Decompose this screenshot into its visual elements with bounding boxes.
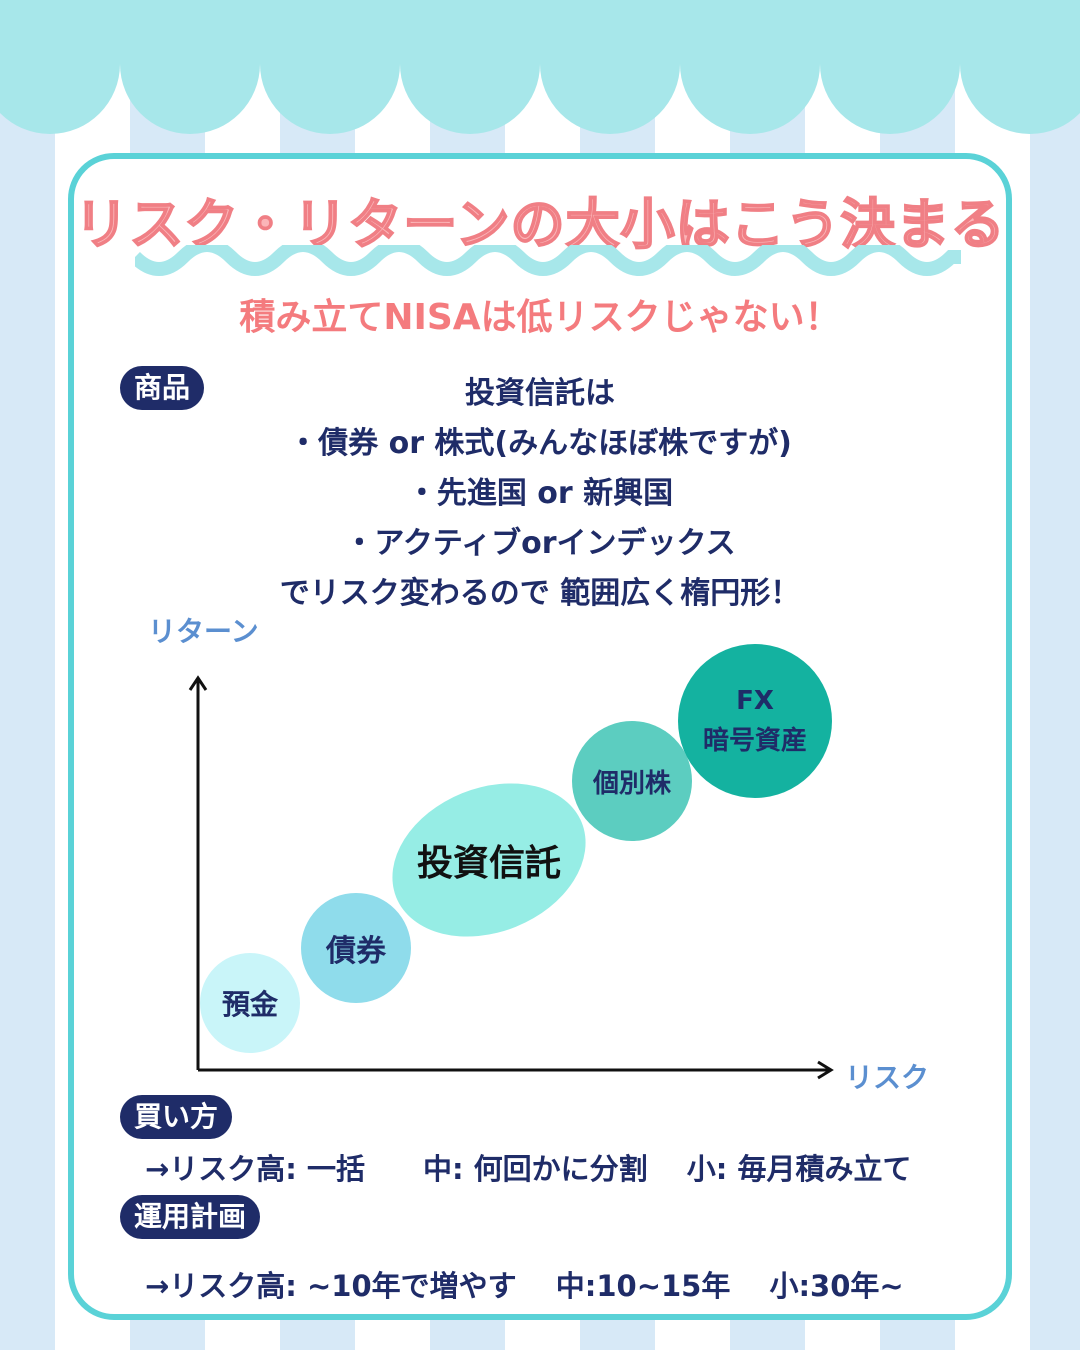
x-axis-label: リスク <box>845 1061 930 1094</box>
plan-tag: 運用計画 <box>120 1195 261 1239</box>
buying-tag: 買い方 <box>120 1095 233 1139</box>
wave-divider <box>135 245 961 276</box>
bubble-label: 債券 <box>326 934 386 969</box>
x-axis <box>198 1060 834 1080</box>
product-line: でリスク変わるので 範囲広く楕円形！ <box>279 576 801 611</box>
bubble-label: FX <box>736 686 774 716</box>
bubble-label: 預金 <box>221 988 278 1021</box>
bubble-label: 個別株 <box>592 768 671 799</box>
subtitle: 積み立てNISAは低リスクじゃない！ <box>239 297 841 338</box>
buying-text: →リスク高: 一括 中: 何回かに分割 小: 毎月積み立て <box>145 1152 912 1186</box>
bubble-fx-crypto: FX 暗号資産 <box>678 644 832 798</box>
bubble-label: 投資信託 <box>416 843 562 885</box>
product-tag: 商品 <box>120 366 205 410</box>
plan-text: →リスク高: ~10年で増やす 中:10~15年 小:30年~ <box>145 1269 904 1303</box>
y-axis <box>188 675 208 1070</box>
bubble-individual-stocks: 個別株 <box>572 721 692 841</box>
bubble-bonds: 債券 <box>301 893 411 1003</box>
product-line: 投資信託は <box>465 376 615 411</box>
bubble-deposit: 預金 <box>200 953 300 1053</box>
bubble-label: 暗号資産 <box>702 726 807 756</box>
product-line: ・債券 or 株式(みんなほぼ株ですが) <box>288 426 792 461</box>
product-line: ・アクティブorインデックス <box>344 526 736 561</box>
product-line: ・先進国 or 新興国 <box>406 476 674 511</box>
y-axis-label: リターン <box>148 615 259 648</box>
